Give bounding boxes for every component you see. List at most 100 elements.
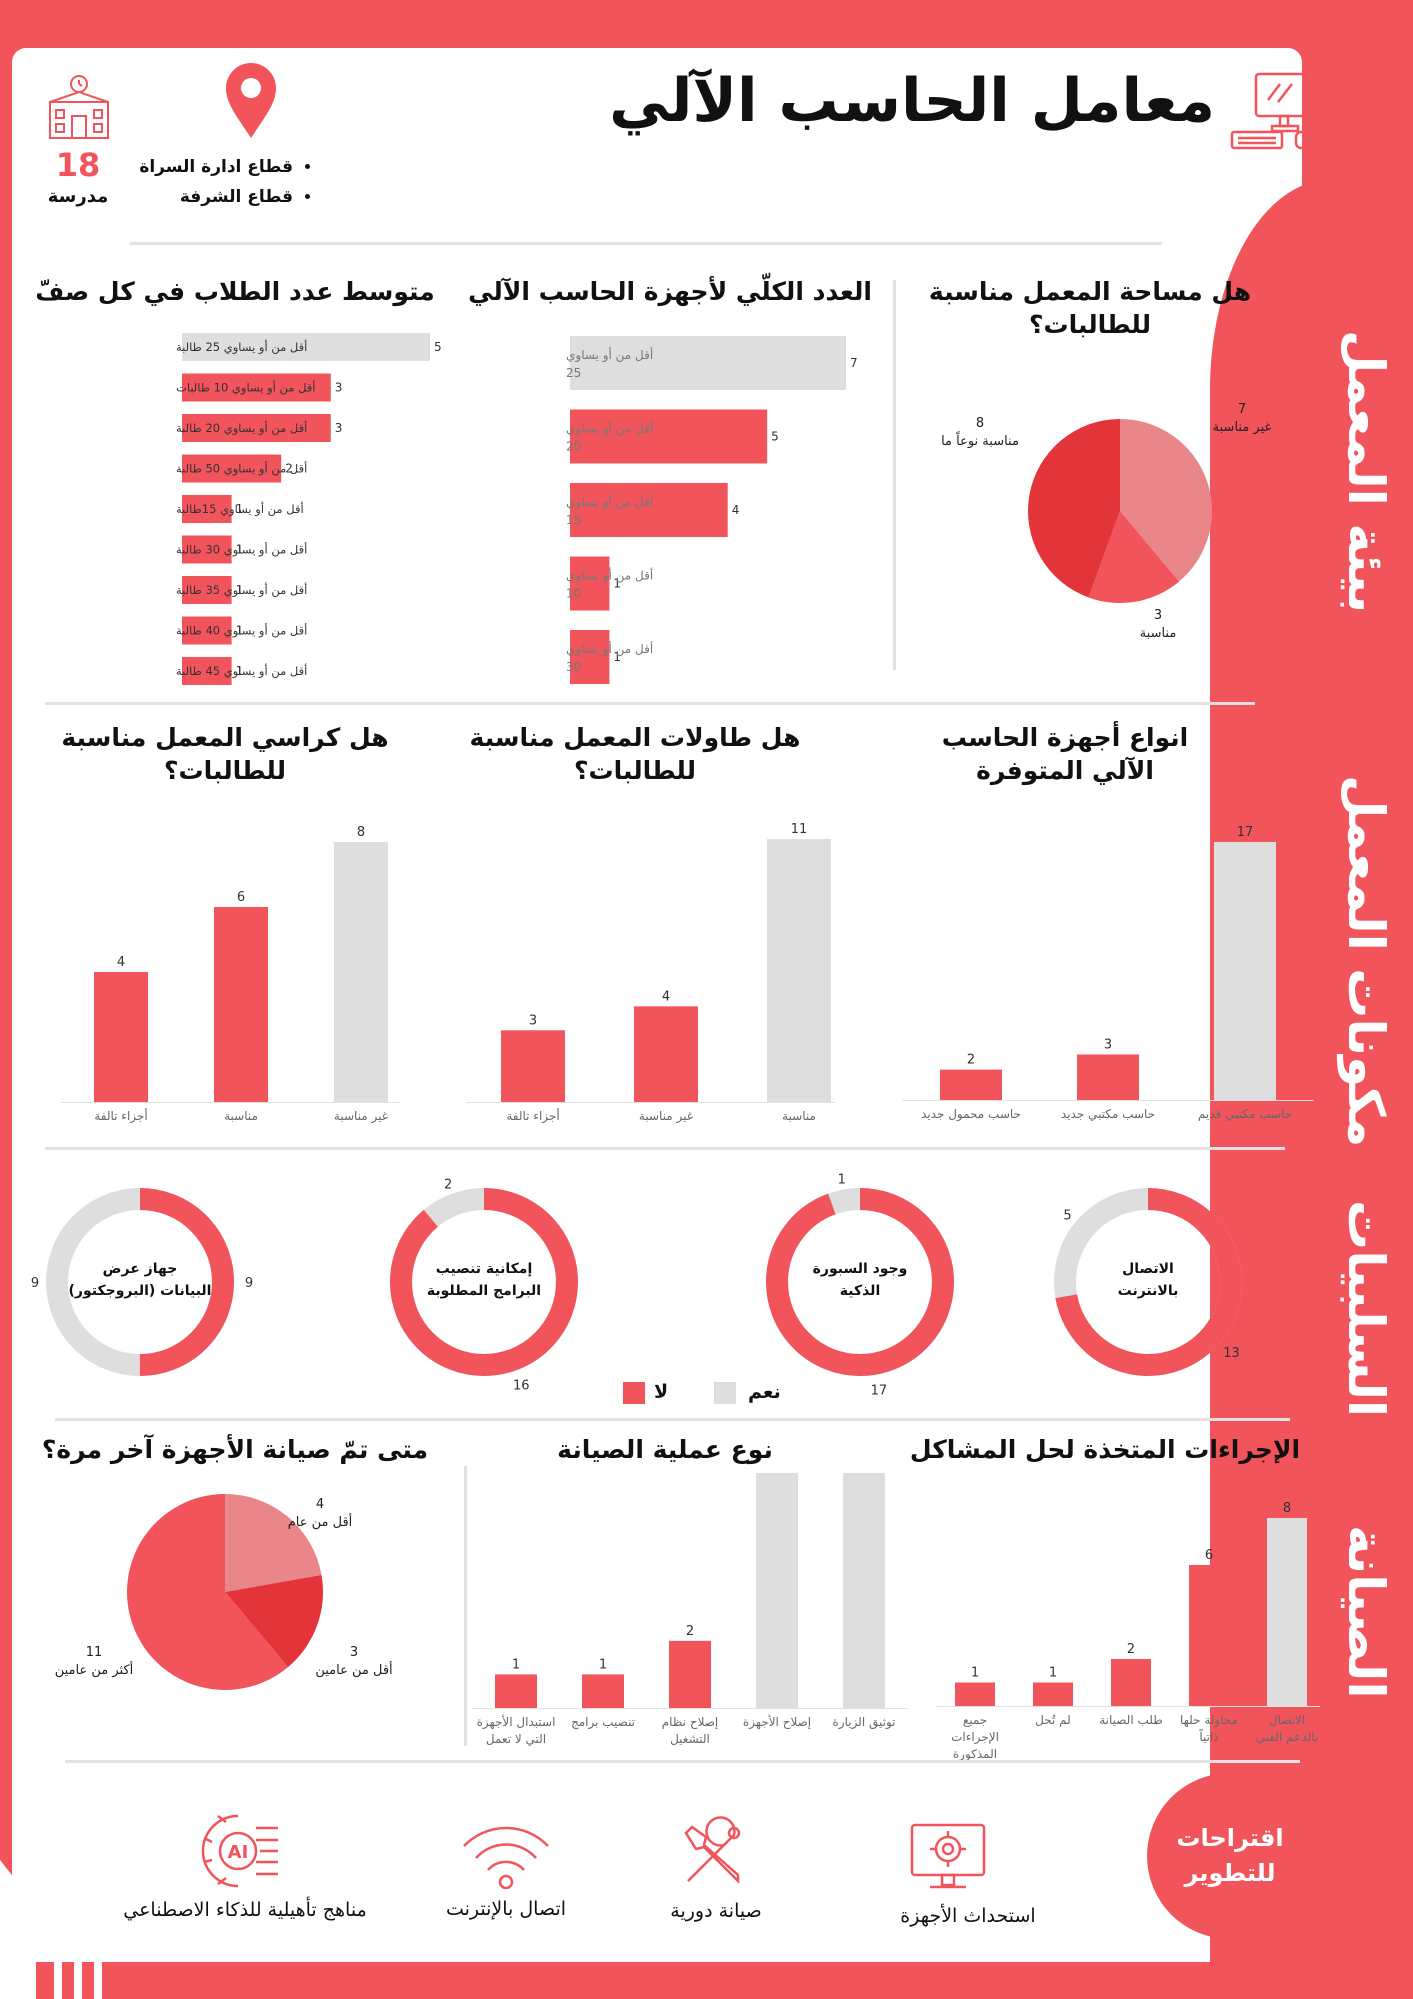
bar: [570, 630, 610, 684]
schools-count: 18: [55, 146, 101, 184]
category-label: 10: [566, 587, 581, 601]
space-chart-title: هل مساحة المعمل مناسبة للطالبات؟: [928, 277, 1252, 339]
bar-value-label: 3: [529, 1013, 537, 1028]
bar: [1111, 1659, 1151, 1706]
bar-value-label: 7: [850, 356, 858, 370]
bar: [182, 333, 430, 361]
actions-bar-chart: 1 جميع الإجراءات المذكورة 1 لم تُحل 2 طلب الصيا…: [936, 1501, 1320, 1762]
category-label: طلب الصيانة: [1099, 1713, 1163, 1727]
svg-text:AI: AI: [228, 1842, 249, 1863]
pie-slice: [1088, 511, 1180, 603]
donut-center-label: البرامج المطلوبة: [427, 1283, 541, 1299]
category-label: أقل من أو يساوي 20 طالبة: [176, 420, 307, 436]
bar-value-label: 6: [1205, 1548, 1213, 1563]
category-label: أقل من أو يساوي 10 طالبات: [176, 380, 315, 396]
category-label: أقل من أو يساوي 50 طالبة: [176, 461, 307, 477]
slice-name-label: مناسبة نوعاً ما: [941, 431, 1019, 449]
bar: [669, 1640, 711, 1708]
slice-value-label: 7: [1238, 402, 1246, 417]
category-label: الإجراءات: [951, 1730, 999, 1745]
slice-name-label: أقل من عام: [288, 1513, 353, 1530]
bar: [940, 1069, 1002, 1100]
types-bar-chart: 2 حاسب محمول جديد 3 حاسب مكتبي جديد 17 حاسب م…: [902, 825, 1314, 1122]
types-chart-title: انواع أجهزة الحاسب الآلي المتوفرة: [941, 723, 1189, 785]
bar: [570, 336, 846, 390]
bar: [955, 1682, 995, 1706]
bar: [214, 907, 268, 1102]
donut-value-no: 9: [245, 1276, 253, 1291]
category-label: التشغيل: [670, 1732, 710, 1746]
pie-slice: [1120, 419, 1212, 582]
bar-value-label: 2: [285, 462, 293, 476]
bar: [182, 616, 232, 645]
bar-value-label: 2: [1127, 1642, 1135, 1657]
slice-name-label: أقل من عامين: [315, 1661, 392, 1678]
legend-no-swatch: [623, 1382, 645, 1404]
category-label: أقل من أو يساوي 40 طالبة: [176, 623, 307, 639]
schools-label: مدرسة: [47, 186, 109, 207]
donut-center-label: إمكانية تنصيب: [436, 1261, 533, 1277]
donut-value-no: 13: [1223, 1346, 1240, 1361]
ai-chip-icon: AI: [201, 1814, 278, 1888]
category-label: أقل من أو يساوي 30 طالبة: [176, 542, 307, 558]
pie-slice: [225, 1574, 324, 1668]
footer-band: [0, 1962, 1413, 1999]
donut-arc-no: [46, 1188, 234, 1376]
donut-center-label: البيانات (البروجكتور): [69, 1283, 212, 1299]
bar-value-label: 3: [335, 381, 343, 395]
slice-value-label: 8: [976, 416, 984, 431]
bar: [1267, 1518, 1307, 1706]
legend-no-label: لا: [654, 1381, 669, 1403]
bar-value-label: 5: [434, 340, 442, 354]
bar: [570, 409, 768, 464]
donut-value-yes: 9: [31, 1276, 39, 1291]
sector-item: قطاع الشرفة: [139, 182, 293, 212]
bar-value-label: 8: [357, 825, 365, 840]
bar-value-label: 8: [1283, 1501, 1291, 1516]
chairs-chart-title: هل كراسي المعمل مناسبة للطالبات؟: [61, 723, 389, 785]
bar-value-label: 4: [732, 503, 740, 517]
suggestion-item: صيانة دورية: [670, 1900, 762, 1922]
students-chart-title: متوسط عدد الطلاب في كل صفّ: [35, 277, 435, 306]
chairs-bar-chart: 4 أجزاء تالفة 6 مناسبة 8 غير مناسبة: [61, 825, 400, 1124]
bar: [1077, 1054, 1139, 1100]
bar: [1189, 1565, 1229, 1706]
computers-bar-chart: 7 أقل من أو يساوي 25 5 أقل من أو يساوي 20 4 أقل…: [566, 336, 858, 684]
bar: [182, 535, 232, 564]
bar-value-label: 3: [1104, 1037, 1112, 1052]
category-label: أجزاء تالفة: [94, 1108, 147, 1124]
category-label: أقل من أو يساوي: [566, 641, 653, 657]
category-label: جميع: [963, 1713, 987, 1727]
bar: [1033, 1682, 1073, 1706]
category-label: التي لا تعمل: [486, 1732, 546, 1746]
bar-value-label: 2: [967, 1053, 975, 1068]
category-label: ذاتياً: [1199, 1728, 1219, 1744]
category-label: المذكورة: [953, 1747, 997, 1762]
slice-name-label: أكثر من عامين: [55, 1661, 134, 1678]
donut-center-label: وجود السبورة: [813, 1261, 908, 1277]
category-label: محاولة حلها: [1180, 1713, 1238, 1728]
category-label: استبدال الأجهزة: [477, 1714, 556, 1730]
category-label: 25: [566, 366, 581, 380]
divider: [464, 1466, 467, 1746]
divider: [45, 702, 1255, 705]
bar: [182, 414, 331, 442]
sidebar-label-components: مكونات المعمل: [1337, 775, 1395, 1148]
divider: [65, 1760, 1300, 1763]
donut-center-label: الاتصال: [1122, 1261, 1174, 1277]
bar: [182, 657, 232, 685]
legend-yes-label: نعم: [748, 1381, 781, 1403]
bar-value-label: 17: [1237, 825, 1254, 840]
donut-value-no: 17: [871, 1383, 888, 1398]
maintenance-type-chart-title: نوع عملية الصيانة: [557, 1435, 773, 1464]
last-maintenance-chart-title: متى تمّ صيانة الأجهزة آخر مرة؟: [41, 1435, 429, 1464]
category-label: أقل من أو يساوي: [566, 347, 653, 363]
donut-value-yes: 1: [838, 1173, 846, 1188]
bar: [570, 556, 610, 611]
slice-name-label: مناسبة: [1140, 626, 1177, 641]
negatives-donut-charts: جهاز عرض البيانات (البروجكتور) 9 9 إمكانية ت…: [31, 1173, 1242, 1398]
school-building-icon: [49, 75, 109, 139]
bar-value-label: 2: [686, 1624, 694, 1639]
bar-value-label: 1: [236, 624, 244, 638]
category-label: مناسبة: [224, 1109, 258, 1123]
